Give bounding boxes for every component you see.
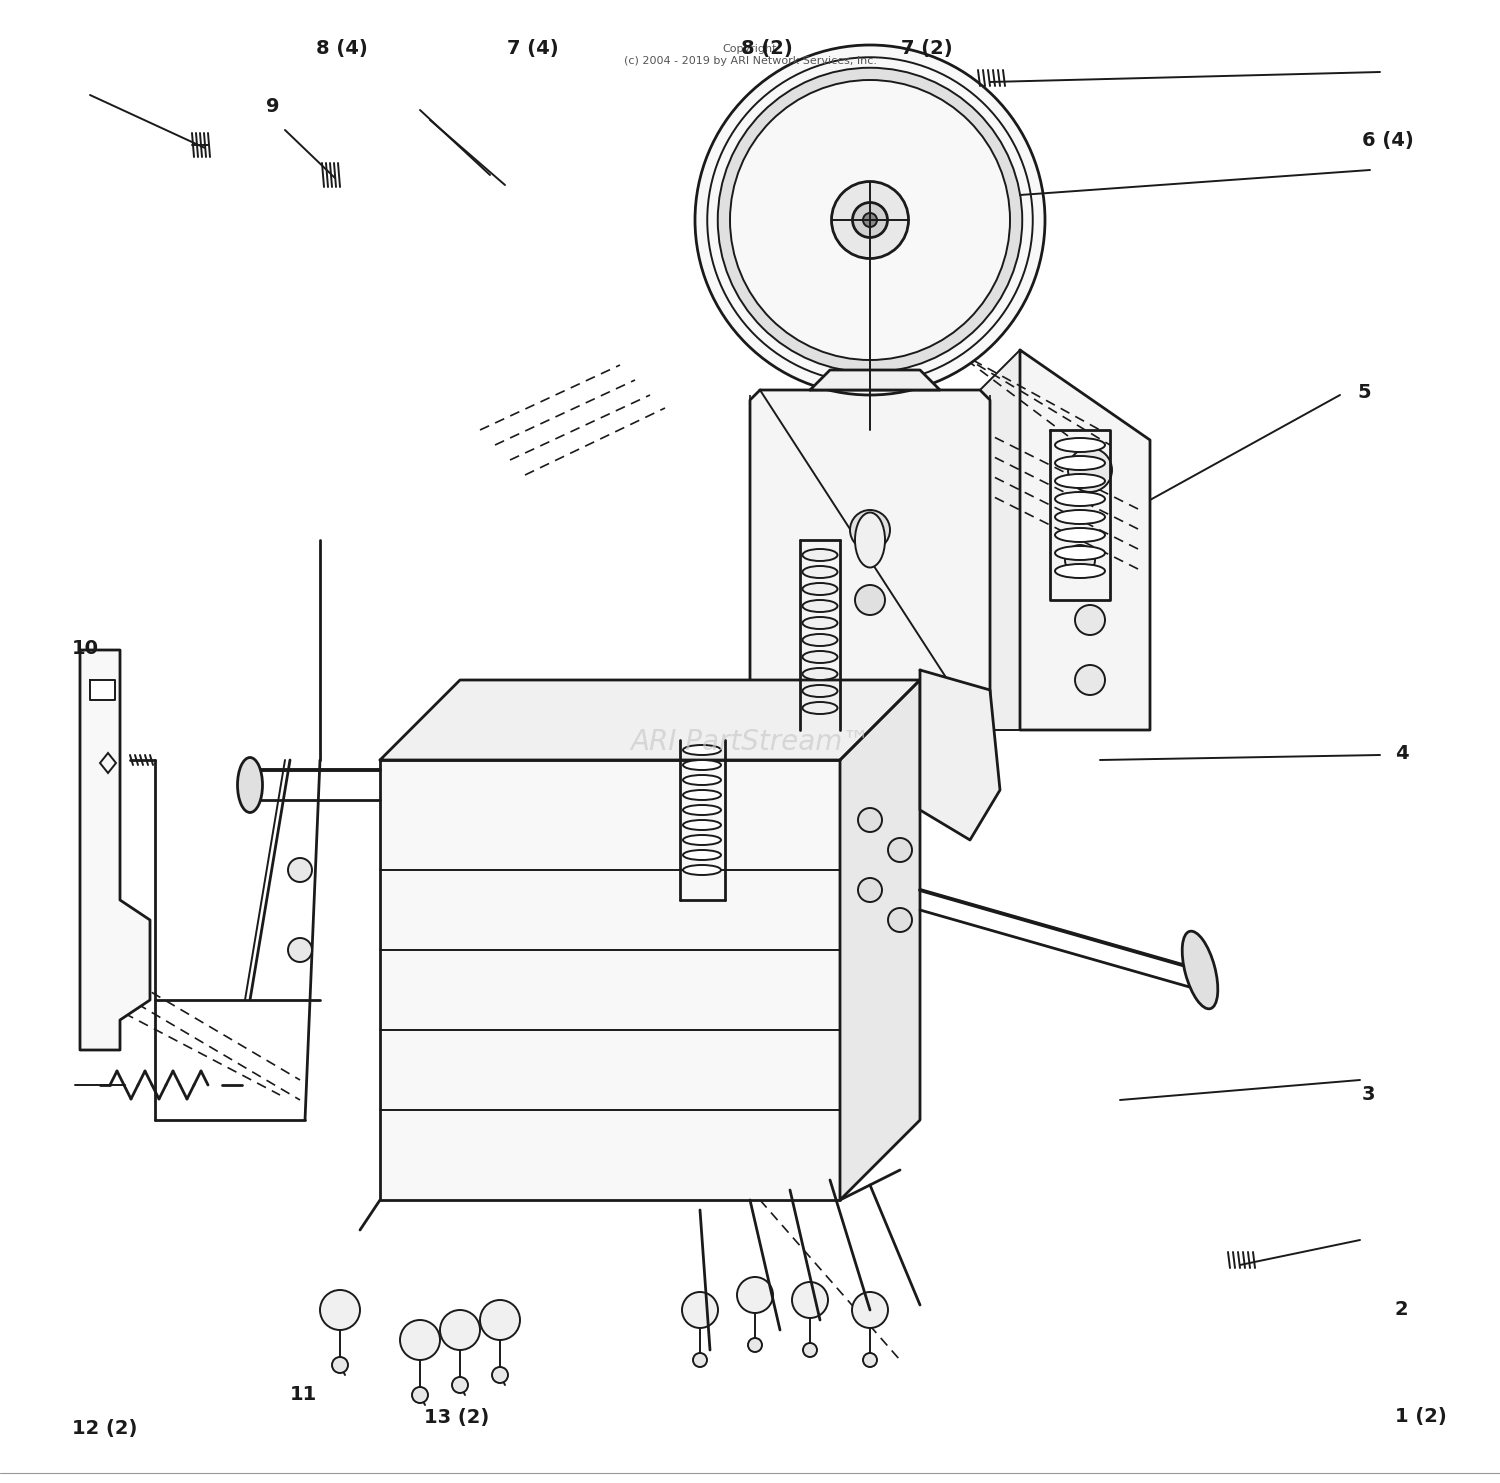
Circle shape bbox=[693, 1352, 706, 1367]
Circle shape bbox=[320, 1290, 360, 1330]
Circle shape bbox=[862, 1352, 877, 1367]
Circle shape bbox=[682, 1292, 718, 1327]
Circle shape bbox=[332, 1357, 348, 1373]
Text: 6 (4): 6 (4) bbox=[1362, 132, 1413, 150]
Circle shape bbox=[748, 1338, 762, 1352]
Circle shape bbox=[452, 1378, 468, 1393]
Polygon shape bbox=[920, 670, 1001, 839]
Ellipse shape bbox=[237, 758, 262, 813]
Ellipse shape bbox=[802, 685, 837, 697]
Ellipse shape bbox=[1182, 931, 1218, 1008]
Polygon shape bbox=[80, 650, 150, 1050]
Ellipse shape bbox=[802, 667, 837, 681]
Ellipse shape bbox=[802, 635, 837, 647]
Circle shape bbox=[855, 584, 885, 615]
Polygon shape bbox=[750, 390, 990, 730]
Ellipse shape bbox=[802, 567, 837, 578]
Ellipse shape bbox=[682, 865, 722, 875]
Text: 13 (2): 13 (2) bbox=[424, 1409, 489, 1427]
Circle shape bbox=[1068, 448, 1112, 492]
Text: Copyright
(c) 2004 - 2019 by ARI Network Services, Inc.: Copyright (c) 2004 - 2019 by ARI Network… bbox=[624, 44, 876, 65]
Polygon shape bbox=[810, 369, 940, 390]
Polygon shape bbox=[760, 350, 1020, 730]
Text: 3: 3 bbox=[1362, 1086, 1376, 1103]
Ellipse shape bbox=[1054, 564, 1106, 578]
Ellipse shape bbox=[802, 583, 837, 595]
Polygon shape bbox=[380, 681, 920, 759]
Circle shape bbox=[736, 1277, 772, 1312]
Circle shape bbox=[852, 1292, 888, 1327]
Circle shape bbox=[1076, 664, 1106, 696]
Circle shape bbox=[862, 214, 877, 227]
Text: ARI PartStream™: ARI PartStream™ bbox=[630, 728, 870, 755]
Ellipse shape bbox=[1054, 437, 1106, 452]
Circle shape bbox=[852, 203, 888, 237]
Polygon shape bbox=[840, 681, 920, 1200]
Circle shape bbox=[802, 1344, 818, 1357]
Polygon shape bbox=[380, 759, 840, 1200]
Ellipse shape bbox=[802, 617, 837, 629]
Circle shape bbox=[400, 1320, 439, 1360]
Polygon shape bbox=[1020, 350, 1150, 730]
Circle shape bbox=[288, 859, 312, 882]
Circle shape bbox=[413, 1387, 428, 1403]
Circle shape bbox=[717, 68, 1023, 372]
Circle shape bbox=[1076, 605, 1106, 635]
Ellipse shape bbox=[682, 759, 722, 770]
Ellipse shape bbox=[682, 805, 722, 816]
Circle shape bbox=[730, 80, 1010, 360]
Circle shape bbox=[888, 908, 912, 931]
Circle shape bbox=[480, 1301, 520, 1341]
Ellipse shape bbox=[682, 744, 722, 755]
Text: 12 (2): 12 (2) bbox=[72, 1419, 138, 1437]
Ellipse shape bbox=[1054, 510, 1106, 523]
Text: 8 (4): 8 (4) bbox=[316, 40, 368, 58]
Circle shape bbox=[440, 1309, 480, 1350]
Circle shape bbox=[694, 44, 1046, 394]
Ellipse shape bbox=[1054, 492, 1106, 506]
Text: 4: 4 bbox=[1395, 744, 1408, 762]
Text: 2: 2 bbox=[1395, 1301, 1408, 1318]
Text: 7 (4): 7 (4) bbox=[507, 40, 558, 58]
Text: 8 (2): 8 (2) bbox=[741, 40, 792, 58]
Ellipse shape bbox=[1054, 475, 1106, 488]
Circle shape bbox=[792, 1281, 828, 1318]
Circle shape bbox=[858, 808, 882, 832]
Ellipse shape bbox=[682, 835, 722, 845]
Circle shape bbox=[888, 838, 912, 862]
Ellipse shape bbox=[682, 790, 722, 799]
Text: 11: 11 bbox=[290, 1385, 316, 1403]
Ellipse shape bbox=[1054, 546, 1106, 561]
Circle shape bbox=[831, 181, 909, 258]
Ellipse shape bbox=[682, 820, 722, 830]
Text: 5: 5 bbox=[1358, 384, 1371, 402]
Ellipse shape bbox=[855, 513, 885, 568]
Circle shape bbox=[288, 939, 312, 962]
Polygon shape bbox=[90, 681, 116, 700]
Text: 9: 9 bbox=[267, 98, 279, 116]
Circle shape bbox=[850, 510, 889, 550]
Ellipse shape bbox=[682, 776, 722, 785]
Circle shape bbox=[1065, 544, 1095, 575]
Circle shape bbox=[858, 878, 882, 902]
Text: 10: 10 bbox=[72, 639, 99, 657]
Ellipse shape bbox=[1054, 455, 1106, 470]
Ellipse shape bbox=[682, 850, 722, 860]
Ellipse shape bbox=[1054, 528, 1106, 541]
Text: 1 (2): 1 (2) bbox=[1395, 1407, 1446, 1425]
Text: 7 (2): 7 (2) bbox=[902, 40, 952, 58]
Ellipse shape bbox=[802, 549, 837, 561]
Circle shape bbox=[708, 58, 1032, 383]
Ellipse shape bbox=[802, 651, 837, 663]
Ellipse shape bbox=[802, 601, 837, 612]
Ellipse shape bbox=[802, 701, 837, 713]
Circle shape bbox=[492, 1367, 508, 1384]
